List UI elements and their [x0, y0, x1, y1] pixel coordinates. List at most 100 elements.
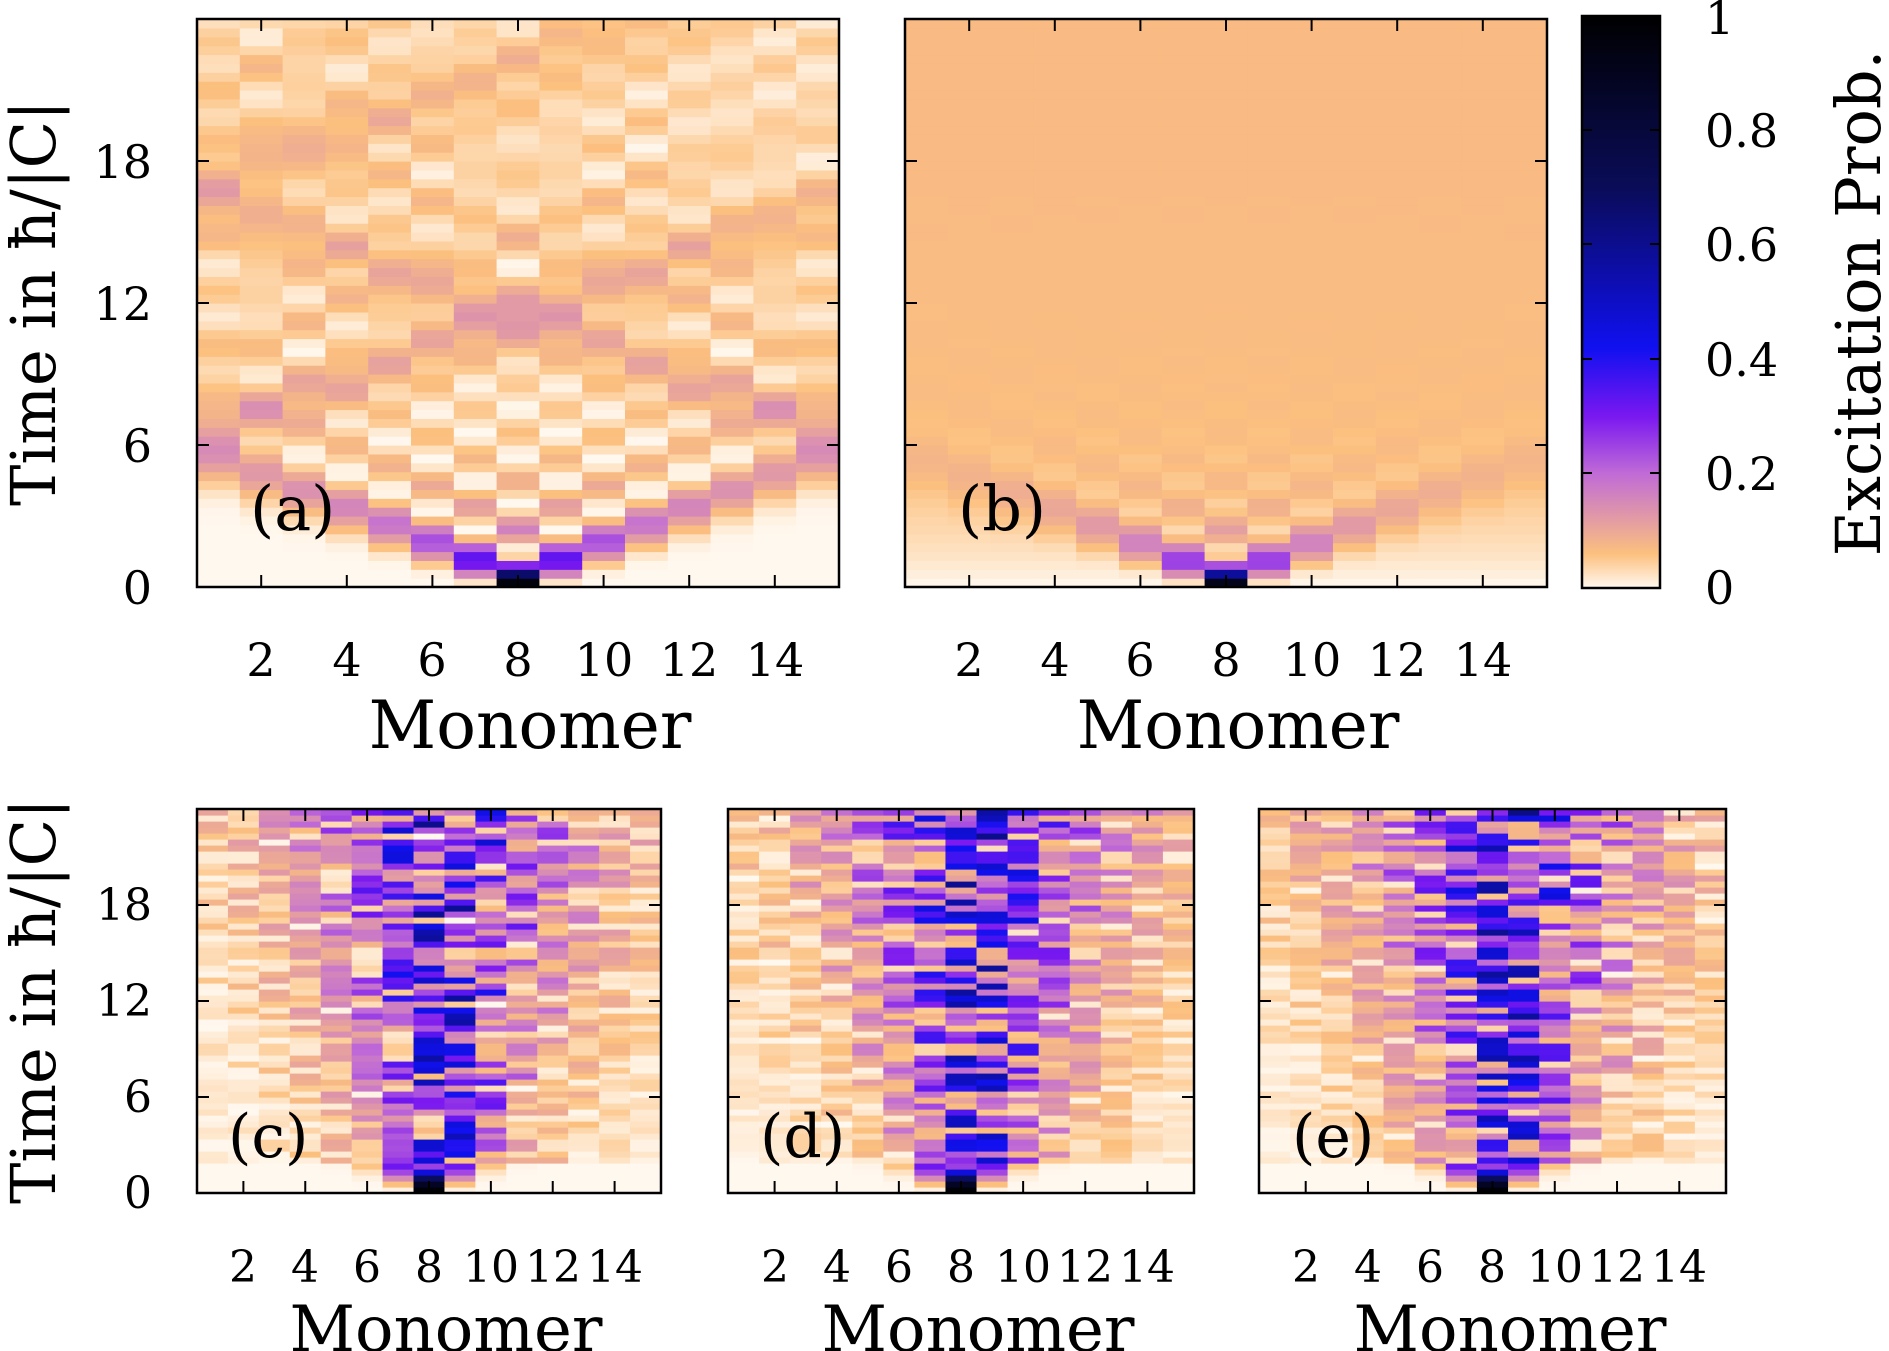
heatmap-cell — [728, 1097, 760, 1104]
heatmap-cell — [1204, 285, 1248, 295]
heatmap-cell — [539, 63, 583, 73]
heatmap-cell — [1539, 971, 1571, 978]
heatmap-cell — [197, 1127, 229, 1134]
heatmap-cell — [227, 863, 260, 870]
heatmap-cell — [625, 27, 669, 38]
heatmap-cell — [258, 1085, 291, 1092]
heatmap-cell — [976, 953, 1009, 960]
heatmap-cell — [1476, 1067, 1509, 1074]
colorbar-tick-0.4: 0.4 — [1705, 333, 1778, 387]
heatmap-cell — [325, 107, 369, 118]
heatmap-cell — [1290, 143, 1334, 153]
heatmap-cell — [227, 1097, 260, 1104]
heatmap-cell — [1076, 338, 1120, 348]
heatmap-cell — [1508, 893, 1540, 900]
heatmap-cell — [496, 427, 540, 437]
heatmap-cell — [1504, 187, 1548, 198]
heatmap-cell — [197, 578, 241, 588]
heatmap-cell — [1375, 54, 1420, 64]
heatmap-cell — [506, 827, 538, 834]
heatmap-cell — [382, 1151, 415, 1158]
heatmap-cell — [753, 240, 797, 251]
heatmap-cell — [351, 1025, 384, 1032]
heatmap-cell — [325, 72, 369, 82]
heatmap-cell — [325, 294, 369, 304]
heatmap-cell — [282, 560, 326, 570]
heatmap-cell — [411, 134, 455, 144]
heatmap-cell — [582, 542, 626, 553]
heatmap-cell — [667, 427, 712, 437]
heatmap-cell — [1333, 276, 1377, 286]
heatmap-cell — [1247, 516, 1291, 526]
heatmap-cell — [227, 947, 260, 954]
heatmap-cell — [1418, 81, 1462, 91]
heatmap-cell — [289, 959, 322, 966]
heatmap-cell — [947, 169, 992, 180]
heatmap-cell — [753, 205, 797, 215]
heatmap-cell — [496, 462, 540, 473]
heatmap-cell — [1418, 36, 1462, 47]
heatmap-cell — [710, 214, 754, 224]
heatmap-cell — [976, 1079, 1009, 1086]
heatmap-cell — [1131, 1001, 1164, 1008]
heatmap-cell — [1508, 1001, 1540, 1008]
heatmap-cell — [444, 959, 476, 966]
heatmap-cell — [368, 152, 412, 162]
heatmap-cell — [1161, 347, 1206, 357]
heatmap-cell — [1383, 959, 1416, 966]
heatmap-cell — [475, 1109, 507, 1116]
heatmap-cell — [710, 187, 754, 198]
heatmap-cell — [905, 400, 949, 411]
heatmap-cell — [1259, 1037, 1291, 1044]
heatmap-cell — [990, 365, 1034, 375]
heatmap-cell — [475, 845, 507, 852]
heatmap-cell — [1038, 1151, 1071, 1158]
heatmap-cell — [368, 187, 412, 198]
heatmap-cell — [325, 498, 369, 508]
heatmap-cell — [1161, 489, 1206, 499]
heatmap-cell — [506, 1007, 538, 1014]
heatmap-cell — [630, 1037, 662, 1044]
heatmap-cell — [227, 887, 260, 894]
heatmap-cell — [475, 851, 507, 858]
heatmap-cell — [258, 833, 291, 840]
heatmap-cell — [537, 1109, 569, 1116]
heatmap-cell — [1418, 445, 1462, 455]
heatmap-cell — [1038, 875, 1071, 882]
heatmap-cell — [1259, 1145, 1291, 1152]
heatmap-cell — [1247, 152, 1291, 162]
heatmap-cell — [368, 418, 412, 428]
heatmap-cell — [759, 1163, 791, 1170]
heatmap-cell — [759, 917, 791, 924]
heatmap-cell — [582, 365, 626, 375]
heatmap-cell — [1601, 1067, 1634, 1074]
heatmap-cell — [258, 911, 291, 918]
heatmap-cell — [413, 959, 446, 966]
heatmap-cell — [568, 1127, 600, 1134]
heatmap-cell — [320, 863, 353, 870]
heatmap-cell — [667, 533, 712, 544]
heatmap-cell — [945, 1157, 978, 1164]
heatmap-cell — [320, 953, 353, 960]
heatmap-cell — [976, 1001, 1009, 1008]
heatmap-cell — [197, 1169, 229, 1176]
heatmap-cell — [413, 881, 446, 888]
heatmap-cell — [1076, 453, 1120, 464]
heatmap-cell — [382, 863, 415, 870]
heatmap-cell — [710, 480, 754, 490]
heatmap-cell — [1663, 1139, 1696, 1146]
heatmap-cell — [1476, 1169, 1509, 1176]
heatmap-cell — [282, 418, 326, 428]
heatmap-cell — [1131, 1025, 1164, 1032]
heatmap-cell — [1414, 977, 1447, 984]
heatmap-cell — [1508, 845, 1540, 852]
heatmap-cell — [382, 995, 415, 1002]
heatmap-cell — [320, 1163, 353, 1170]
heatmap-cell — [1504, 54, 1548, 64]
heatmap-cell — [351, 821, 384, 828]
heatmap-cell — [1119, 116, 1163, 127]
heatmap-cell — [1247, 196, 1291, 206]
heatmap-cell — [914, 905, 947, 912]
heatmap-cell — [1290, 285, 1334, 295]
heatmap-cell — [1375, 205, 1420, 215]
